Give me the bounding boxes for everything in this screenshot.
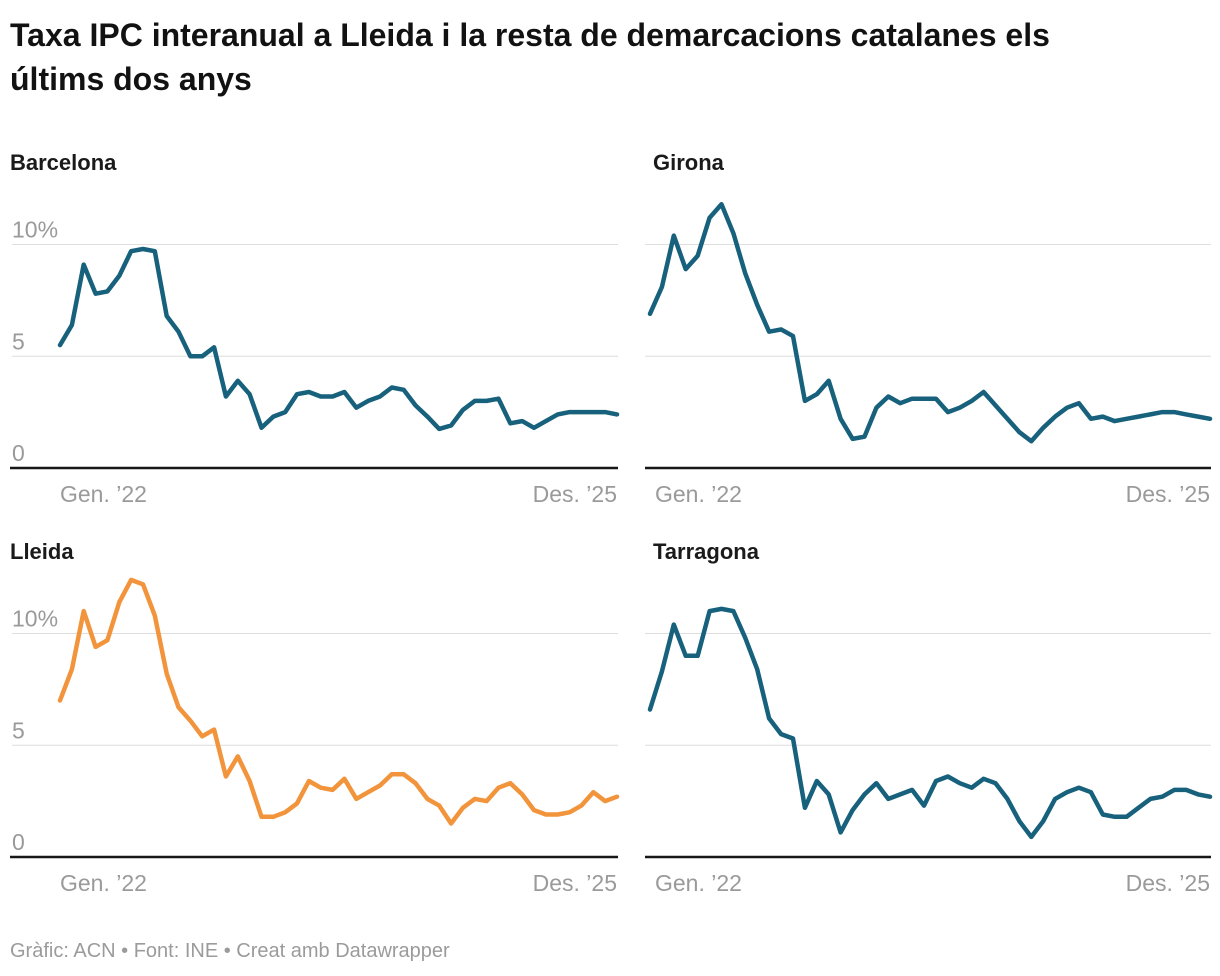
y-tick-label-10: 10% bbox=[12, 217, 58, 243]
y-tick-label-10: 10% bbox=[12, 606, 58, 632]
x-tick-label-last: Des. ’25 bbox=[533, 481, 617, 507]
chart-title: Taxa IPC interanual a Lleida i la resta … bbox=[10, 17, 1050, 97]
x-tick-label-first: Gen. ’22 bbox=[655, 481, 742, 507]
line-chart-barcelona: 0 5 10% Gen. ’22 Des. ’25 bbox=[10, 217, 620, 507]
data-line-barcelona bbox=[57, 246, 620, 432]
y-tick-label-5: 5 bbox=[12, 717, 25, 743]
chart-footer-credits: Gràfic: ACN • Font: INE • Creat amb Data… bbox=[10, 940, 450, 962]
y-tick-label-5: 5 bbox=[12, 328, 25, 354]
data-line-girona bbox=[647, 202, 1213, 444]
line-chart-lleida: 0 5 10% Gen. ’22 Des. ’25 bbox=[10, 577, 620, 896]
line-chart-girona: Gen. ’22 Des. ’25 bbox=[645, 202, 1213, 507]
x-tick-label-last: Des. ’25 bbox=[1126, 870, 1210, 896]
panel-title-lleida: Lleida bbox=[10, 539, 74, 564]
panel-title-tarragona: Tarragona bbox=[653, 539, 759, 564]
x-tick-label-first: Gen. ’22 bbox=[60, 870, 147, 896]
x-tick-label-first: Gen. ’22 bbox=[655, 870, 742, 896]
data-line-tarragona bbox=[647, 606, 1213, 840]
data-line-lleida bbox=[57, 577, 620, 826]
panel-title-barcelona: Barcelona bbox=[10, 150, 117, 175]
y-tick-label-0: 0 bbox=[12, 440, 25, 466]
panel-title-girona: Girona bbox=[653, 150, 724, 175]
line-chart-tarragona: Gen. ’22 Des. ’25 bbox=[645, 606, 1213, 896]
x-tick-label-last: Des. ’25 bbox=[1126, 481, 1210, 507]
y-tick-label-0: 0 bbox=[12, 829, 25, 855]
x-tick-label-first: Gen. ’22 bbox=[60, 481, 147, 507]
x-tick-label-last: Des. ’25 bbox=[533, 870, 617, 896]
